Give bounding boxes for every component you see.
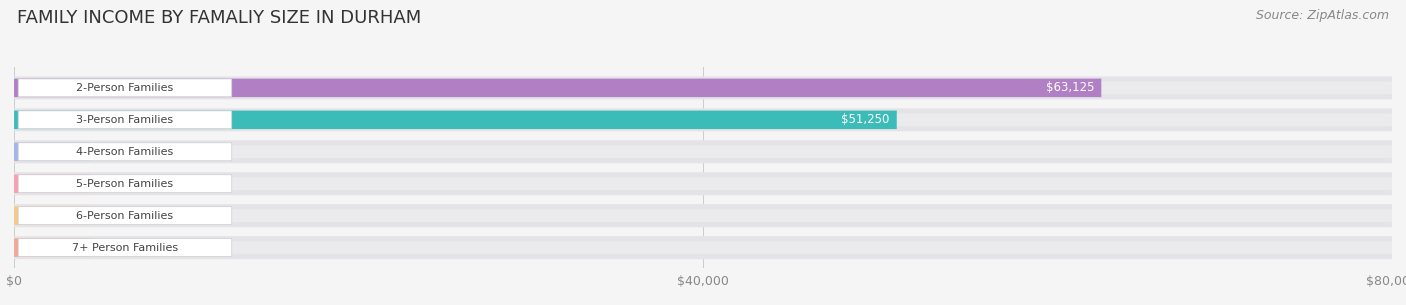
FancyBboxPatch shape <box>14 236 1392 259</box>
FancyBboxPatch shape <box>18 175 232 193</box>
FancyBboxPatch shape <box>18 111 232 129</box>
Text: 2-Person Families: 2-Person Families <box>76 83 173 93</box>
FancyBboxPatch shape <box>14 142 90 161</box>
Text: 3-Person Families: 3-Person Families <box>76 115 173 125</box>
FancyBboxPatch shape <box>14 172 1392 195</box>
Text: 7+ Person Families: 7+ Person Families <box>72 243 179 253</box>
Text: Source: ZipAtlas.com: Source: ZipAtlas.com <box>1256 9 1389 22</box>
FancyBboxPatch shape <box>18 143 232 161</box>
FancyBboxPatch shape <box>14 174 90 193</box>
Text: $0: $0 <box>98 145 112 158</box>
Text: 6-Person Families: 6-Person Families <box>76 211 173 221</box>
FancyBboxPatch shape <box>18 207 232 225</box>
Text: FAMILY INCOME BY FAMALIY SIZE IN DURHAM: FAMILY INCOME BY FAMALIY SIZE IN DURHAM <box>17 9 422 27</box>
FancyBboxPatch shape <box>14 76 1392 99</box>
FancyBboxPatch shape <box>14 79 1101 97</box>
Text: $63,125: $63,125 <box>1046 81 1094 94</box>
FancyBboxPatch shape <box>14 145 1392 158</box>
FancyBboxPatch shape <box>14 110 897 129</box>
Text: $0: $0 <box>98 209 112 222</box>
FancyBboxPatch shape <box>14 81 1392 94</box>
Text: $51,250: $51,250 <box>842 113 890 126</box>
FancyBboxPatch shape <box>18 79 232 97</box>
FancyBboxPatch shape <box>14 108 1392 131</box>
Text: 5-Person Families: 5-Person Families <box>76 179 173 189</box>
FancyBboxPatch shape <box>18 239 232 257</box>
FancyBboxPatch shape <box>14 241 1392 254</box>
Text: 4-Person Families: 4-Person Families <box>76 147 173 157</box>
FancyBboxPatch shape <box>14 140 1392 163</box>
Text: $0: $0 <box>98 241 112 254</box>
Text: $0: $0 <box>98 177 112 190</box>
FancyBboxPatch shape <box>14 204 1392 227</box>
FancyBboxPatch shape <box>14 178 1392 190</box>
FancyBboxPatch shape <box>14 113 1392 126</box>
FancyBboxPatch shape <box>14 206 90 225</box>
FancyBboxPatch shape <box>14 209 1392 222</box>
FancyBboxPatch shape <box>14 239 90 257</box>
